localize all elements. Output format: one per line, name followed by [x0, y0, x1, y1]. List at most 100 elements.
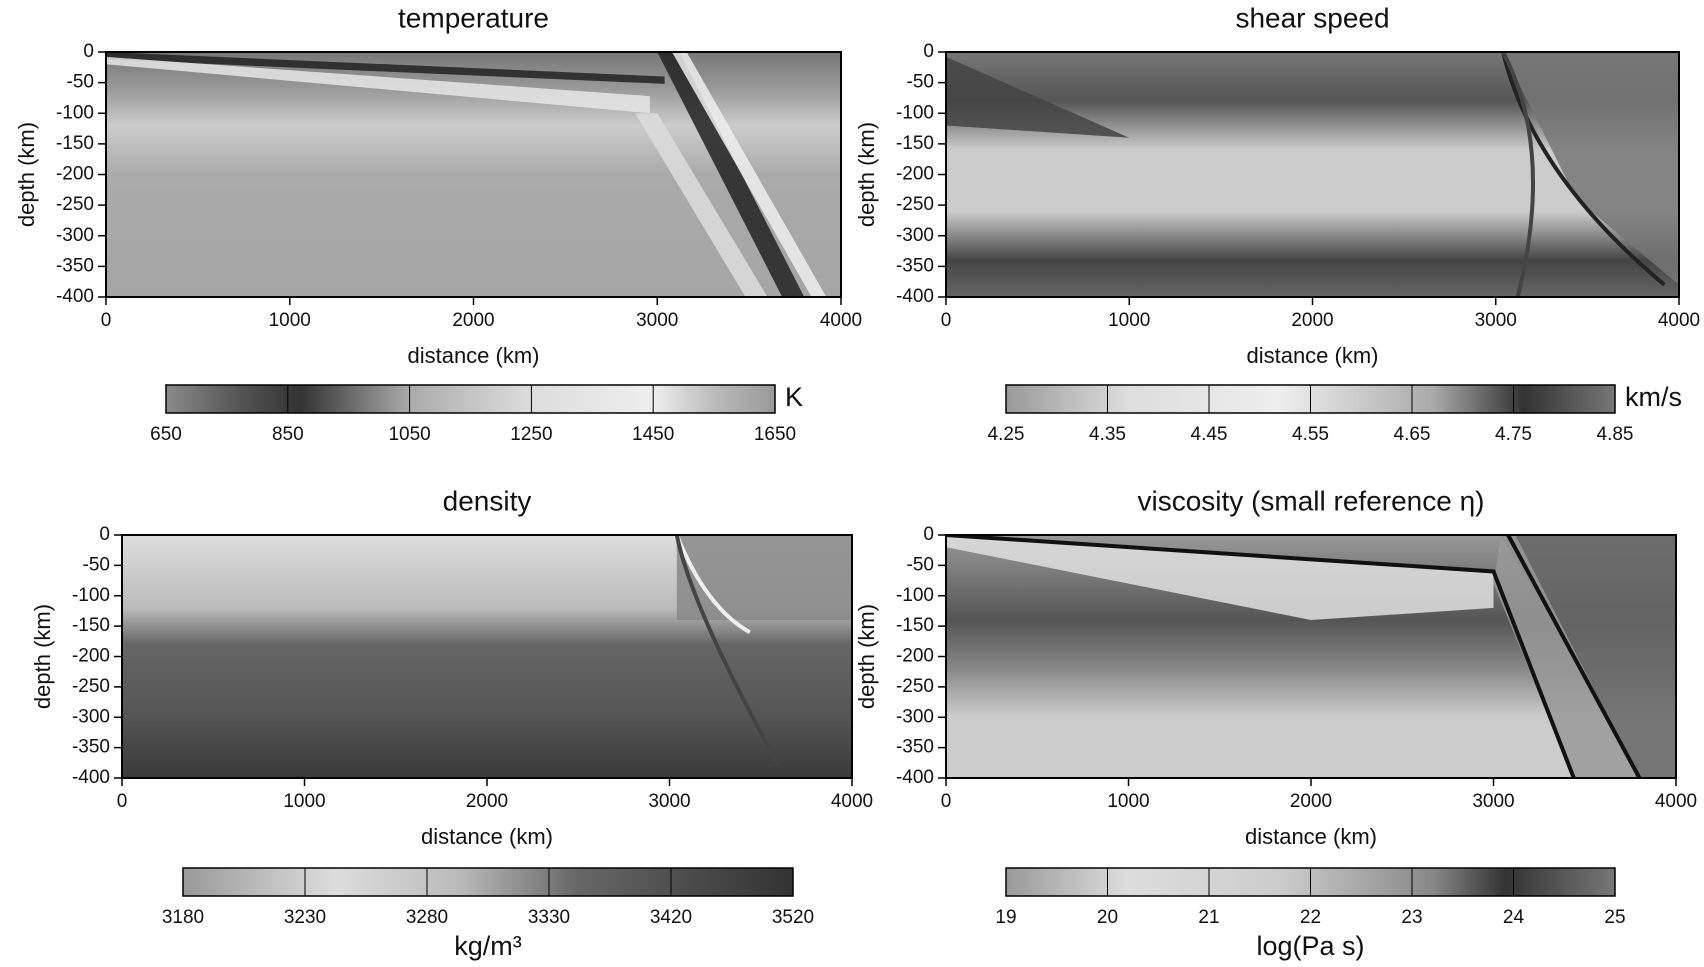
y-tick-label: -400 [896, 767, 934, 788]
colorbar-label: kg/m³ [454, 931, 522, 961]
y-tick-label: -350 [896, 737, 934, 758]
panel: shear speed distance (km) depth (km) 0 1000 2… [854, 2, 1700, 445]
y-tick-label: -150 [896, 615, 934, 636]
x-tick-label: 0 [117, 791, 128, 812]
panel: viscosity (small reference η) distance (k… [854, 485, 1697, 961]
x-tick-label: 4000 [1658, 310, 1700, 331]
colorbar-tick-label: 4.45 [1191, 424, 1228, 445]
y-tick-label: -250 [896, 676, 934, 697]
colorbar-tick-label: 25 [1604, 907, 1625, 928]
field [106, 52, 841, 297]
field-feature [671, 52, 827, 297]
colorbar-tick-label: 1650 [754, 424, 796, 445]
field [946, 52, 1679, 297]
field-feature [1501, 52, 1536, 297]
y-tick-label: -200 [72, 646, 110, 667]
colorbar-tick-label: 4.85 [1597, 424, 1634, 445]
colorbar-tick-label: 22 [1300, 907, 1321, 928]
colorbar-tick-label: 3280 [406, 907, 448, 928]
colorbar-tick-label: 4.55 [1292, 424, 1329, 445]
x-tick-label: 0 [941, 310, 952, 331]
colorbar-tick-label: 4.75 [1495, 424, 1532, 445]
field-feature [946, 535, 1642, 778]
field-feature [106, 52, 665, 84]
field-feature [674, 535, 751, 634]
y-axis-label: depth (km) [30, 604, 55, 709]
x-tick-label: 3000 [648, 791, 690, 812]
y-tick-label: -150 [56, 133, 94, 154]
panel: density distance (km) depth (km) 0 1000 2000 3… [30, 485, 873, 961]
x-tick-label: 2000 [466, 791, 508, 812]
field-feature [1501, 52, 1666, 287]
x-tick-label: 0 [101, 310, 112, 331]
field-feature [946, 535, 1494, 621]
colorbar-tick-label: 3330 [528, 907, 570, 928]
y-tick-label: -300 [896, 225, 934, 246]
colorbar [182, 867, 794, 897]
y-tick-label: -350 [56, 255, 94, 276]
y-tick-label: 0 [99, 524, 110, 545]
y-tick-label: -150 [72, 615, 110, 636]
y-tick-label: -100 [72, 585, 110, 606]
y-tick-label: -300 [896, 706, 934, 727]
y-tick-label: 0 [83, 41, 94, 62]
y-tick-label: -150 [896, 133, 934, 154]
colorbar-tick-label: 3180 [162, 907, 204, 928]
x-tick-label: 1000 [1108, 310, 1150, 331]
y-tick-label: -250 [72, 676, 110, 697]
colorbar-tick-label: 21 [1198, 907, 1219, 928]
colorbar-tick-label: 1450 [632, 424, 674, 445]
x-axis-label: distance (km) [407, 343, 539, 368]
y-tick-label: -400 [896, 286, 934, 307]
colorbar-tick-label: 850 [272, 424, 304, 445]
field-feature [674, 535, 781, 767]
x-tick-label: 2000 [452, 310, 494, 331]
field-feature [106, 56, 650, 114]
colorbar-tick-label: 19 [995, 907, 1016, 928]
field-feature [676, 535, 852, 621]
panel-title: viscosity (small reference η) [1138, 485, 1485, 516]
colorbar-tick-label: 24 [1503, 907, 1525, 928]
colorbar-label: K [785, 382, 803, 412]
field-feature [657, 52, 805, 297]
y-tick-label: 0 [923, 524, 934, 545]
y-tick-label: -50 [67, 72, 94, 93]
y-axis-label: depth (km) [854, 604, 879, 709]
y-tick-label: -200 [896, 164, 934, 185]
field-feature [635, 113, 768, 297]
panel-title: density [443, 485, 532, 516]
x-tick-label: 1000 [283, 791, 325, 812]
y-axis-label: depth (km) [14, 122, 39, 227]
y-tick-label: -250 [896, 194, 934, 215]
y-tick-label: -50 [83, 554, 110, 575]
x-tick-label: 1000 [269, 310, 311, 331]
y-tick-label: -250 [56, 194, 94, 215]
colorbar-tick-label: 4.35 [1089, 424, 1126, 445]
colorbar-label: log(Pa s) [1256, 931, 1364, 961]
colorbar-tick-label: 4.25 [988, 424, 1025, 445]
x-axis-label: distance (km) [421, 824, 553, 849]
y-tick-label: -200 [896, 646, 934, 667]
colorbar-tick-label: 4.65 [1394, 424, 1431, 445]
field-feature [946, 56, 1130, 138]
colorbar [165, 384, 776, 414]
field-feature [1493, 535, 1640, 778]
x-tick-label: 4000 [820, 310, 862, 331]
x-axis-label: distance (km) [1245, 824, 1377, 849]
colorbar-tick-label: 23 [1401, 907, 1422, 928]
colorbar-tick-label: 1050 [388, 424, 430, 445]
y-tick-label: -400 [72, 767, 110, 788]
y-tick-label: -100 [896, 102, 934, 123]
panel-title: shear speed [1235, 2, 1389, 33]
y-axis-label: depth (km) [854, 122, 879, 227]
colorbar-tick-label: 1250 [510, 424, 552, 445]
y-tick-label: -350 [896, 255, 934, 276]
x-tick-label: 2000 [1290, 791, 1332, 812]
y-tick-label: -50 [907, 554, 934, 575]
field [122, 535, 852, 778]
x-axis-label: distance (km) [1246, 343, 1378, 368]
y-tick-label: -300 [56, 225, 94, 246]
x-tick-label: 3000 [636, 310, 678, 331]
y-tick-label: -100 [56, 102, 94, 123]
